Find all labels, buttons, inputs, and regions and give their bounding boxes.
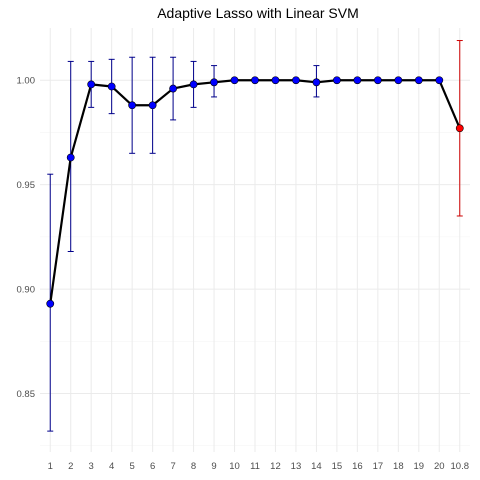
data-point	[128, 101, 137, 110]
x-tick-label: 12	[270, 461, 281, 472]
x-tick-label: 13	[291, 461, 302, 472]
data-point	[271, 76, 280, 85]
data-point	[107, 82, 116, 91]
data-point	[46, 299, 55, 308]
x-tick-label: 11	[250, 461, 260, 472]
y-axis-ticks: 0.85 0.90 0.95 1.00	[17, 76, 36, 400]
x-axis-ticks: 1 2 3 4 5 6 7 8 9 10 11 12 13 14 15 16 17 18 19 20 10.8	[48, 461, 469, 472]
x-tick-label: 8	[191, 461, 196, 472]
x-tick-label: 4	[109, 461, 114, 472]
y-tick-label: 0.95	[17, 180, 36, 191]
data-point	[353, 76, 362, 85]
data-point	[87, 80, 96, 89]
data-point	[169, 84, 177, 93]
grid-layer	[40, 28, 470, 452]
x-tick-label: 3	[89, 461, 94, 472]
x-tick-label: 1	[48, 461, 53, 472]
x-tick-label: 9	[211, 461, 216, 472]
x-tick-label: 15	[332, 461, 343, 472]
x-tick-label: 5	[129, 461, 134, 472]
point-layer	[46, 76, 464, 308]
x-tick-label: 2	[68, 461, 73, 472]
x-tick-label: 18	[393, 461, 404, 472]
data-point	[251, 76, 259, 85]
data-point	[312, 78, 321, 87]
data-point	[66, 153, 75, 162]
x-tick-label: 20	[434, 461, 445, 472]
y-tick-label: 1.00	[17, 76, 36, 87]
y-tick-label: 0.85	[17, 389, 36, 400]
data-point	[292, 76, 300, 85]
x-tick-label: 10.8	[451, 461, 470, 472]
data-point	[148, 101, 157, 110]
x-tick-label: 19	[414, 461, 425, 472]
data-point	[333, 76, 341, 85]
data-point	[435, 76, 444, 85]
chart-title: Adaptive Lasso with Linear SVM	[157, 5, 359, 21]
x-tick-label: 16	[352, 461, 363, 472]
x-tick-label: 14	[311, 461, 322, 472]
data-point	[414, 76, 423, 85]
data-point	[373, 76, 382, 85]
x-tick-label: 17	[373, 461, 384, 472]
data-point	[394, 76, 403, 85]
x-tick-label: 6	[150, 461, 155, 472]
x-tick-label: 10	[229, 461, 240, 472]
y-tick-label: 0.90	[17, 285, 36, 296]
x-tick-label: 7	[170, 461, 175, 472]
data-point	[189, 80, 198, 89]
highlight-point	[455, 124, 464, 133]
data-point	[230, 76, 239, 85]
data-point	[210, 78, 218, 87]
